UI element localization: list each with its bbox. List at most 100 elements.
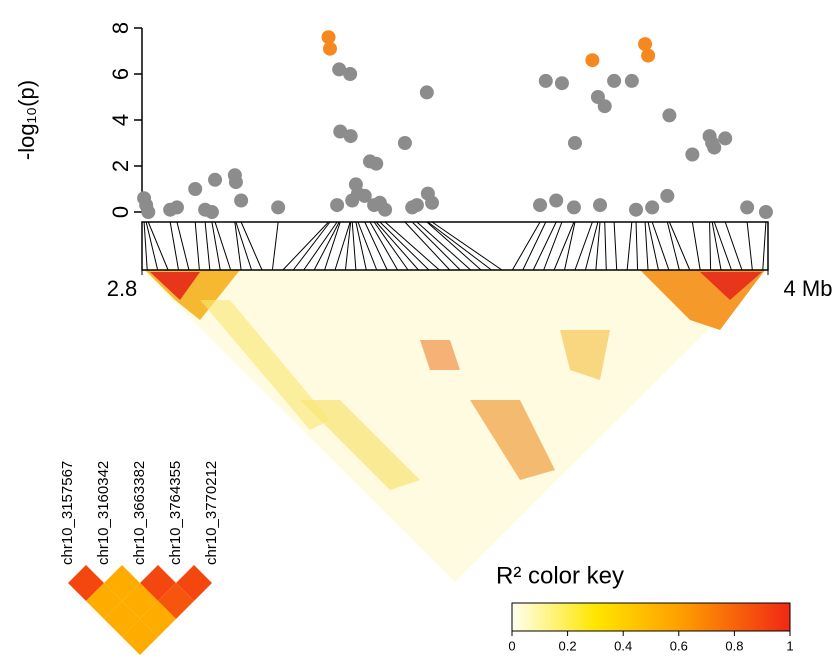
snp-link (511, 221, 541, 271)
snp-link (384, 221, 440, 271)
snp-link (324, 221, 341, 271)
snp-link (235, 221, 253, 271)
snp-link (147, 221, 169, 271)
point (629, 202, 644, 217)
point (660, 188, 675, 203)
point (740, 200, 755, 215)
point (641, 48, 656, 63)
snp-link (543, 221, 563, 271)
point (554, 76, 569, 91)
snp-link (351, 221, 357, 271)
snp-link (234, 221, 242, 271)
snp-link (564, 221, 576, 271)
snp-link (416, 221, 471, 271)
snp-link (313, 221, 340, 271)
key-tick-label: 0.8 (725, 638, 743, 653)
y-tick-label: 6 (108, 68, 133, 80)
snp-label: chr10_3157567 (59, 461, 76, 565)
snp-link (711, 221, 722, 271)
snp-link (762, 221, 767, 271)
key-tick-label: 0.2 (559, 638, 577, 653)
snp-link (375, 221, 419, 271)
ld-heatmap (142, 270, 768, 582)
snp-link (145, 221, 159, 271)
snp-link (364, 221, 388, 271)
point (321, 30, 336, 45)
point (234, 193, 249, 208)
snp-link (369, 221, 399, 271)
snp-link (668, 221, 691, 271)
snp-link (214, 221, 232, 271)
snp-link (427, 221, 492, 271)
snp-link (344, 221, 352, 271)
point (607, 73, 622, 88)
point (419, 85, 434, 100)
point (333, 124, 348, 139)
point (538, 73, 553, 88)
point (228, 175, 243, 190)
snp-link (553, 221, 575, 271)
snp-link (666, 221, 680, 271)
point (567, 136, 582, 150)
snp-label: chr10_3770212 (203, 461, 220, 565)
point (425, 195, 440, 210)
y-tick-label: 2 (108, 160, 133, 172)
point (685, 147, 700, 162)
snp-link (379, 221, 430, 271)
point (188, 182, 203, 196)
snp-link (357, 221, 378, 271)
point (533, 198, 548, 213)
point (662, 108, 677, 123)
snp-link (691, 221, 701, 271)
snp-link (176, 221, 190, 271)
point (204, 205, 219, 219)
snp-link (626, 221, 633, 271)
snp-link (404, 221, 451, 271)
x-tick-label: 4 Mb (784, 276, 833, 301)
snp-link (522, 221, 547, 271)
point (585, 53, 600, 68)
point (208, 172, 223, 187)
snp-link (746, 221, 753, 271)
snp-link (292, 221, 331, 271)
point (141, 205, 156, 219)
key-tick-label: 1 (786, 638, 793, 653)
snp-link (373, 221, 409, 271)
snp-link (411, 221, 461, 271)
snp-link (613, 221, 618, 271)
point (593, 198, 608, 213)
point (597, 99, 612, 114)
snp-link (651, 221, 670, 271)
point (169, 200, 184, 215)
snp-label: chr10_3160342 (95, 461, 112, 565)
y-tick-label: 0 (108, 206, 133, 218)
snp-link (271, 221, 279, 271)
snp-link (426, 221, 482, 271)
snp-link (647, 221, 659, 271)
color-key-bar (511, 602, 791, 632)
snp-label: chr10_3663382 (131, 461, 148, 565)
key-tick-label: 0.6 (670, 638, 688, 653)
snp-link (240, 221, 263, 271)
snp-link (532, 221, 557, 271)
point (271, 200, 286, 215)
point (322, 41, 337, 56)
snp-label: chr10_3764355 (167, 461, 184, 565)
snp-link (282, 221, 329, 271)
point (645, 200, 660, 215)
point (378, 202, 393, 217)
point (638, 37, 653, 52)
point (397, 136, 412, 150)
y-tick-label: 4 (108, 114, 133, 126)
snp-link (604, 221, 607, 271)
point (343, 129, 358, 144)
point (330, 198, 345, 213)
point (566, 200, 581, 215)
point (707, 140, 722, 155)
snp-link (724, 221, 743, 271)
snp-link (709, 221, 712, 271)
point (758, 205, 773, 219)
y-tick-label: 8 (108, 22, 133, 34)
snp-link (635, 221, 639, 271)
